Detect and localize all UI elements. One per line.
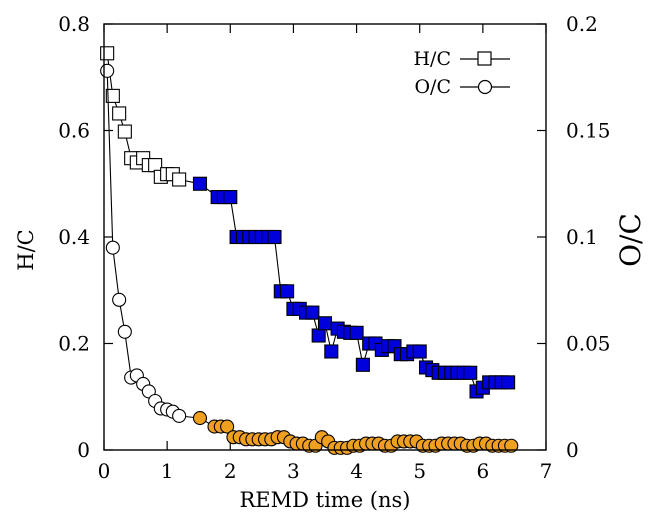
oc-point (220, 419, 235, 434)
oc-series-line (106, 70, 512, 449)
legend: H/C O/C (413, 48, 510, 98)
x-tick-label: 1 (161, 459, 174, 483)
oc-point (117, 324, 132, 339)
oc-point (105, 240, 120, 255)
hc-point (305, 305, 320, 320)
y2-tick-label: 0.2 (566, 12, 598, 36)
y2-axis-label: O/C (614, 213, 647, 267)
legend-marker-hc (477, 51, 492, 66)
x-tick-label: 7 (540, 459, 553, 483)
y2-tick-label: 0 (566, 438, 579, 462)
hc-point (412, 344, 427, 359)
y-tick-label: 0.2 (58, 332, 90, 356)
x-tick-label: 4 (350, 459, 363, 483)
plot-frame (103, 23, 547, 451)
hc-series-line (106, 53, 509, 393)
y-tick-label: 0.6 (58, 119, 90, 143)
hc-point (100, 46, 115, 61)
legend-label-hc: H/C (413, 48, 451, 70)
oc-point (192, 410, 208, 426)
y2-tick-label: 0.15 (566, 119, 611, 143)
hc-point (267, 229, 282, 245)
y-axis-label: H/C (14, 229, 38, 270)
y-tick-label: 0.8 (58, 12, 90, 36)
hc-point (192, 176, 208, 191)
hc-point (349, 325, 364, 340)
oc-point (112, 292, 127, 307)
y2-tick-label: 0.1 (566, 225, 598, 249)
series-layer (100, 46, 519, 455)
y2-tick-label: 0.05 (566, 332, 611, 356)
x-axis-label: REMD time (ns) (239, 488, 410, 512)
x-tick-label: 3 (287, 459, 300, 483)
y-tick-label: 0.4 (58, 225, 90, 249)
hc-point (501, 375, 516, 390)
hc-point (112, 106, 127, 121)
x-tick-label: 6 (476, 459, 489, 483)
hc-point (355, 357, 370, 372)
oc-point (100, 63, 115, 78)
hc-point (223, 190, 238, 205)
y-tick-label: 0 (77, 438, 90, 462)
x-tick-label: 5 (413, 459, 426, 483)
hc-point (324, 344, 339, 359)
legend-marker-oc (477, 79, 493, 95)
x-tick-label: 0 (98, 459, 111, 483)
hc-point (317, 316, 333, 331)
x-tick-label: 2 (224, 459, 237, 483)
tick-labels: 0 1 2 3 4 5 6 700.20.40.60.800.050.10.150.2 (58, 12, 610, 483)
hc-point (117, 124, 132, 139)
oc-point (172, 408, 187, 423)
hc-point (172, 172, 187, 187)
hc-point (280, 284, 295, 299)
hc-point (463, 365, 478, 380)
oc-point (504, 438, 519, 453)
hc-point (105, 88, 120, 103)
hc-point (311, 328, 326, 343)
legend-label-oc: O/C (414, 76, 451, 98)
hc-point (148, 158, 163, 173)
